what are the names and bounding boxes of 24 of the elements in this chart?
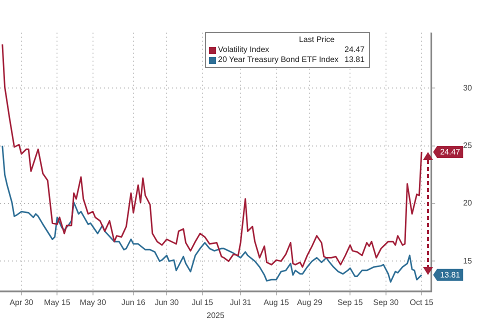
legend-title: Last Price bbox=[298, 35, 336, 45]
x-tick-label: Apr 30 bbox=[10, 298, 34, 308]
x-tick-label: Jun 16 bbox=[121, 298, 146, 308]
text: 13.81 bbox=[344, 55, 365, 64]
x-tick-label: Jul 15 bbox=[192, 298, 214, 308]
x-tick-label: Aug 29 bbox=[296, 298, 323, 308]
legend-label: Volatility Index bbox=[218, 45, 270, 55]
x-tick-label: Jun 30 bbox=[154, 298, 180, 308]
x-axis-title: 2025 bbox=[206, 310, 225, 320]
x-tick-label: Sep 15 bbox=[337, 298, 364, 308]
y-tick-label: 25 bbox=[463, 141, 473, 150]
x-tick-label: May 30 bbox=[80, 298, 107, 308]
y-tick-label: 20 bbox=[463, 198, 473, 208]
annotation: 24.47 bbox=[440, 148, 461, 157]
text: 24.47 bbox=[344, 45, 365, 54]
annotation: 13.81 bbox=[440, 270, 461, 280]
x-tick-label: Sep 30 bbox=[373, 298, 400, 308]
x-tick-label: Aug 15 bbox=[264, 298, 290, 308]
y-tick-label: 30 bbox=[463, 83, 473, 92]
y-tick-label: 15 bbox=[463, 256, 473, 266]
x-tick-label: Jul 31 bbox=[230, 298, 252, 308]
x-tick-label: Oct 15 bbox=[410, 298, 434, 308]
legend-label: 20 Year Treasury Bond ETF Index bbox=[218, 55, 339, 65]
x-tick-label: May 15 bbox=[44, 298, 71, 308]
